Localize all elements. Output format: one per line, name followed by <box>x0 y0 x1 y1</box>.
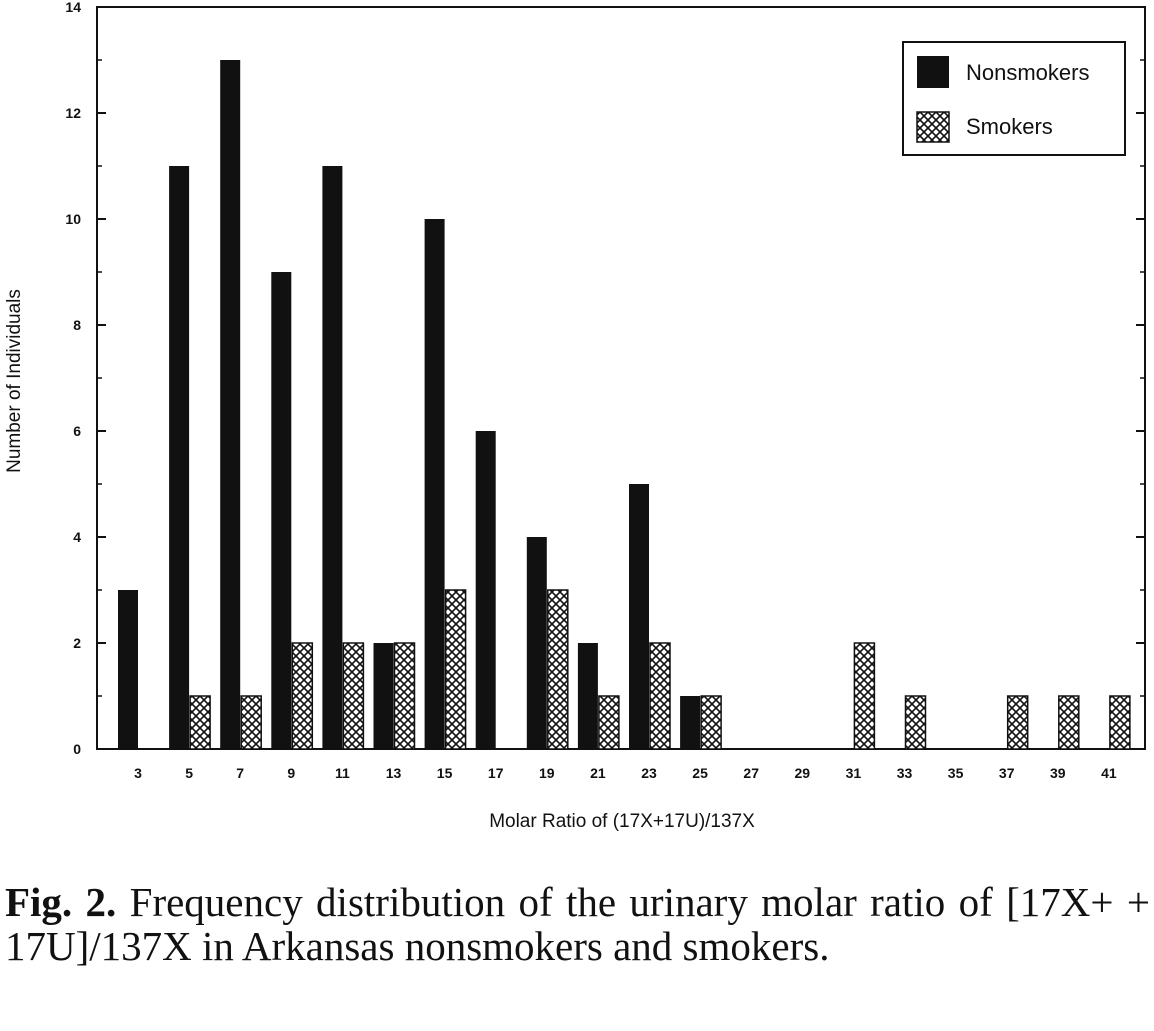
x-tick-label: 9 <box>287 765 295 781</box>
bar-smokers-41 <box>1109 695 1131 750</box>
bar-nonsmokers-5 <box>169 166 190 749</box>
bar-smokers-13 <box>393 642 416 750</box>
legend-label-nonsmokers: Nonsmokers <box>966 60 1089 85</box>
bar-nonsmokers-3 <box>118 590 138 749</box>
y-axis-title: Number of Individuals <box>4 289 25 473</box>
x-tick-label: 31 <box>846 765 862 781</box>
bar-nonsmokers-21 <box>577 643 598 749</box>
x-tick-label: 13 <box>386 765 402 781</box>
bar-nonsmokers-11 <box>322 166 343 749</box>
bar-smokers-7 <box>240 695 262 750</box>
x-tick-label: 11 <box>335 765 350 781</box>
x-tick-label: 39 <box>1050 765 1066 781</box>
x-tick-label: 17 <box>488 765 504 781</box>
x-tick-label: 25 <box>692 765 708 781</box>
bar-smokers-33 <box>904 695 927 750</box>
legend-swatch-nonsmokers <box>917 56 949 88</box>
bar-smokers-25 <box>700 695 722 750</box>
bar-nonsmokers-19 <box>526 537 547 749</box>
bar-nonsmokers-23 <box>629 484 649 749</box>
figure-caption: Fig. 2. Frequency distribution of the ur… <box>5 880 1150 968</box>
bar-nonsmokers-13 <box>373 643 394 749</box>
x-tick-label: 27 <box>743 765 759 781</box>
y-tick-label: 4 <box>73 529 81 545</box>
x-tick-label: 19 <box>539 765 555 781</box>
bar-nonsmokers-15 <box>424 219 445 749</box>
y-tick-label: 8 <box>73 317 81 333</box>
x-tick-label: 3 <box>134 765 142 781</box>
y-tick-label: 6 <box>73 423 81 439</box>
bar-smokers-19 <box>547 589 569 750</box>
y-tick-label: 14 <box>65 0 81 15</box>
bar-smokers-5 <box>189 695 211 750</box>
bar-nonsmokers-7 <box>220 60 241 749</box>
legend-swatch-smokers <box>916 111 950 143</box>
bar-nonsmokers-9 <box>271 272 292 749</box>
legend-label-smokers: Smokers <box>966 114 1053 139</box>
x-tick-label: 41 <box>1101 765 1117 781</box>
caption-label: Fig. 2. <box>5 879 117 925</box>
bar-smokers-31 <box>853 642 876 750</box>
x-tick-label: 29 <box>795 765 811 781</box>
bar-smokers-9 <box>291 642 314 750</box>
bar-nonsmokers-17 <box>475 431 496 749</box>
y-tick-label: 10 <box>65 211 81 227</box>
y-tick-label: 12 <box>65 105 81 121</box>
x-tick-label: 7 <box>236 765 244 781</box>
bar-smokers-11 <box>342 642 365 750</box>
bar-smokers-23 <box>649 642 671 750</box>
x-tick-label: 15 <box>437 765 453 781</box>
x-tick-label: 21 <box>590 765 606 781</box>
x-axis-title: Molar Ratio of (17X+17U)/137X <box>489 811 755 832</box>
bar-smokers-39 <box>1058 695 1080 750</box>
x-tick-label: 23 <box>641 765 657 781</box>
bar-smokers-37 <box>1006 695 1029 750</box>
x-tick-label: 37 <box>999 765 1015 781</box>
bar-smokers-21 <box>598 695 620 750</box>
legend: Nonsmokers Smokers <box>902 41 1126 156</box>
bar-smokers-15 <box>444 589 467 750</box>
x-tick-label: 35 <box>948 765 964 781</box>
y-tick-label: 0 <box>73 741 81 757</box>
chart-figure: 0 2 4 6 8 10 12 14 3 5 7 9 11 13 15 17 19 21 23 25 27 29 31 33 3… <box>4 0 1146 832</box>
x-tick-label: 5 <box>185 765 193 781</box>
x-tick-label: 33 <box>897 765 913 781</box>
y-tick-label: 2 <box>73 635 81 651</box>
caption-text: Frequency distribution of the urinary mo… <box>5 879 1151 969</box>
bar-nonsmokers-25 <box>680 696 701 749</box>
